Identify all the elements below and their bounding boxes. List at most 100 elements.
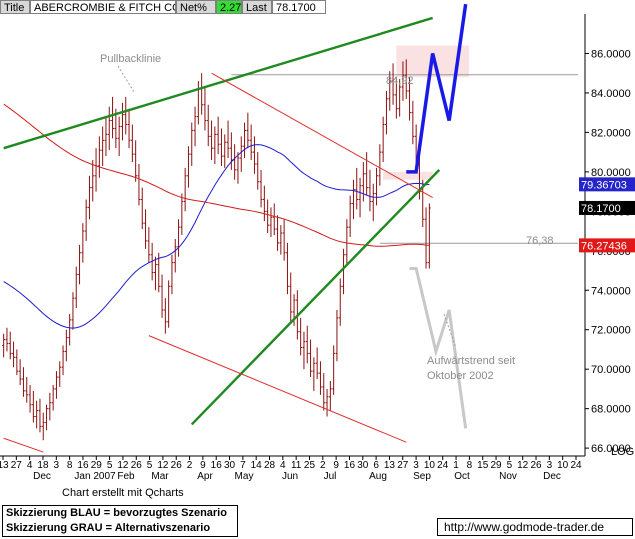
x-tick-label: 25 — [304, 460, 316, 471]
ohlc-bar — [335, 309, 339, 362]
x-tick-label: 16 — [211, 460, 223, 471]
net-label: Net% — [176, 0, 216, 14]
ohlc-bar — [137, 163, 141, 206]
x-axis-ticks: 13 27 4 18 3 8 16 29 5 12 26 5 12 26 2 9 16 30 7 14 28 4 11 25 2… — [0, 456, 582, 471]
price-label: 76.27436 — [579, 238, 635, 253]
ohlc-bar — [398, 79, 402, 117]
ohlc-bar — [342, 248, 345, 295]
ohlc-bar — [256, 152, 260, 190]
price-label: 79.36703 — [579, 177, 635, 192]
ohlc-bar — [299, 317, 303, 356]
y-tick-label: 68.0000 — [591, 404, 631, 416]
title-value: ABERCROMBIE & FITCH CO — [30, 0, 176, 14]
ohlc-bar — [134, 140, 138, 182]
ohlc-bar — [81, 223, 85, 263]
ohlc-bar — [111, 96, 114, 139]
ohlc-bar — [253, 136, 256, 174]
ohlc-bar — [371, 183, 375, 222]
price-label-text: 78.1700 — [581, 203, 621, 215]
x-month-label: Mar — [151, 471, 169, 482]
ohlc-bar — [246, 112, 250, 149]
y-tick-label: 86.0000 — [591, 48, 631, 60]
x-tick-label: 12 — [117, 460, 129, 471]
ohlc-bar — [322, 373, 326, 411]
annotation-level-8492: 84,92 — [386, 75, 414, 87]
ohlc-bar — [25, 377, 29, 403]
ohlc-bar — [61, 345, 65, 376]
ohlc-bar — [48, 392, 52, 421]
ma-line-200 — [3, 103, 430, 247]
ohlc-bar — [325, 388, 329, 417]
x-tick-label: 26 — [530, 460, 542, 471]
x-tick-label: 16 — [77, 460, 89, 471]
x-tick-label: 12 — [157, 460, 169, 471]
ohlc-bar — [276, 215, 279, 251]
moving-averages — [3, 103, 430, 329]
ohlc-bar — [88, 175, 91, 220]
ohlc-bar — [140, 187, 144, 230]
ohlc-bar — [104, 116, 108, 157]
x-tick-label: 5 — [107, 460, 113, 471]
ohlc-bar — [74, 266, 78, 309]
x-month-label: Nov — [499, 471, 517, 482]
y-axis-log-tag: LOG — [611, 446, 634, 458]
annotation-trend-line2: Oktober 2002 — [427, 370, 494, 382]
annotations: Pullbacklinie 84,92 76,38 Aufwärtstrend … — [100, 53, 554, 382]
x-month-label: Aug — [369, 471, 387, 482]
resistance-zone-1 — [383, 171, 433, 180]
ohlc-bar — [71, 292, 75, 330]
ohlc-bar — [315, 347, 319, 380]
ohlc-bar — [355, 167, 359, 210]
ohlc-bar — [167, 280, 171, 328]
ohlc-bar — [269, 207, 273, 237]
x-tick-label: 4 — [27, 460, 33, 471]
x-month-label: Oct — [454, 471, 470, 482]
ohlc-bar — [223, 134, 227, 168]
ohlc-bar — [177, 219, 180, 257]
x-tick-label: 2 — [320, 460, 326, 471]
ohlc-bar — [361, 161, 365, 202]
pullback-pointer — [117, 65, 135, 93]
y-tick-label: 66.0000 — [591, 443, 631, 455]
x-month-label: Jun — [282, 471, 298, 482]
scenario-sketches — [406, 3, 468, 429]
price-label-bg — [579, 200, 635, 215]
ohlc-bar — [107, 106, 111, 151]
annotation-level-7638: 76,38 — [526, 235, 554, 247]
source-url[interactable]: http://www.godmode-trader.de — [437, 518, 633, 536]
ohlc-bar — [411, 100, 415, 145]
chart-credit: Chart erstellt mit Qcharts — [62, 487, 184, 499]
ohlc-bar — [394, 77, 398, 119]
x-tick-label: 8 — [67, 460, 73, 471]
x-tick-label: 8 — [467, 460, 473, 471]
last-value: 78.1700 — [272, 0, 326, 14]
ohlc-bar — [41, 412, 45, 441]
x-tick-label: 13 — [384, 460, 396, 471]
ohlc-bar — [391, 63, 395, 105]
ohlc-bar — [338, 278, 342, 326]
x-tick-label: 26 — [171, 460, 183, 471]
ohlc-bar — [193, 106, 197, 147]
x-month-label: Jan 2007 — [74, 471, 116, 482]
ohlc-bar — [51, 384, 55, 411]
ohlc-bar — [78, 244, 81, 285]
ohlc-bar — [170, 254, 174, 295]
x-tick-label: 27 — [397, 460, 409, 471]
ohlc-bar — [101, 126, 105, 166]
x-tick-label: 11 — [291, 460, 302, 471]
ohlc-bar — [121, 102, 124, 141]
ohlc-bar — [91, 160, 95, 202]
ohlc-bar — [289, 272, 293, 322]
ohlc-bar — [173, 238, 177, 273]
ohlc-bar — [160, 274, 164, 318]
x-tick-label: 1 — [453, 460, 459, 471]
ohlc-bar — [15, 349, 19, 376]
x-month-label: Jul — [324, 471, 337, 482]
ohlc-bar — [58, 361, 62, 387]
ohlc-bar — [401, 61, 405, 101]
price-label-text: 76.27436 — [581, 240, 627, 252]
ohlc-bar — [55, 371, 58, 399]
ohlc-bar — [163, 298, 167, 334]
x-tick-label: 18 — [37, 460, 49, 471]
